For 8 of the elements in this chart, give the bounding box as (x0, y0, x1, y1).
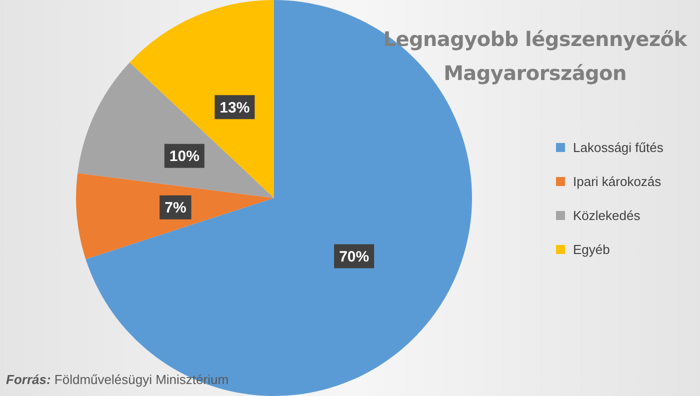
legend-label: Ipari károkozás (573, 174, 662, 188)
data-label: 7% (164, 199, 186, 216)
data-label: 70% (339, 248, 370, 266)
data-label: 13% (220, 99, 250, 116)
data-label: 10% (169, 148, 200, 165)
legend-label: Egyéb (573, 242, 610, 256)
legend-label: Lakossági fűtés (573, 140, 664, 154)
legend-label: Közlekedés (573, 208, 640, 222)
